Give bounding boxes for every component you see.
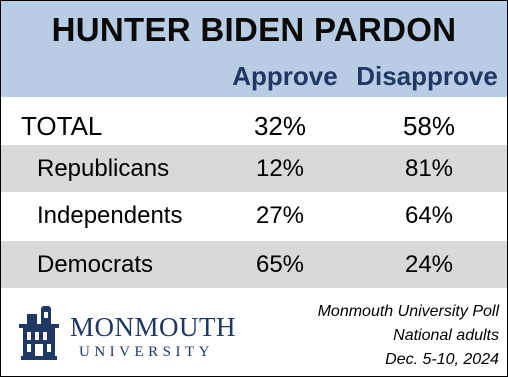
- poll-source: Monmouth University Poll National adults…: [249, 300, 499, 372]
- row-label: Independents: [37, 202, 183, 229]
- table-row-total: TOTAL 32% 58%: [1, 103, 507, 150]
- disapprove-value: 58%: [402, 111, 456, 141]
- source-line-1: Monmouth University Poll: [317, 303, 499, 320]
- table-row-independents: Independents 27% 64%: [1, 192, 507, 239]
- table-footer: MONMOUTH UNIVERSITY Monmouth University …: [1, 288, 507, 376]
- approve-value: 32%: [253, 111, 307, 141]
- table-row-republicans: Republicans 12% 81%: [1, 145, 507, 192]
- approve-value: 65%: [255, 251, 305, 278]
- approve-value: 12%: [255, 155, 305, 182]
- disapprove-value: 24%: [404, 251, 454, 278]
- row-label: TOTAL: [21, 111, 103, 141]
- column-header-disapprove: Disapprove: [356, 61, 498, 91]
- logo-wordmark: MONMOUTH: [70, 312, 236, 342]
- monmouth-logo: MONMOUTH UNIVERSITY: [17, 298, 257, 368]
- chart-title: HUNTER BIDEN PARDON: [51, 11, 457, 48]
- disapprove-value: 81%: [404, 155, 454, 182]
- approve-value: 27%: [255, 202, 305, 229]
- logo-subtitle: UNIVERSITY: [79, 344, 214, 360]
- column-header-approve: Approve: [232, 61, 338, 91]
- source-line-2: National adults: [393, 327, 499, 344]
- source-line-3: Dec. 5-10, 2024: [385, 351, 499, 368]
- row-label: Republicans: [37, 155, 170, 182]
- table-header: HUNTER BIDEN PARDON Approve Disapprove: [1, 1, 507, 97]
- table-row-democrats: Democrats 65% 24%: [1, 241, 507, 288]
- disapprove-value: 64%: [404, 202, 454, 229]
- row-label: Democrats: [37, 251, 154, 278]
- university-building-icon: [19, 306, 59, 360]
